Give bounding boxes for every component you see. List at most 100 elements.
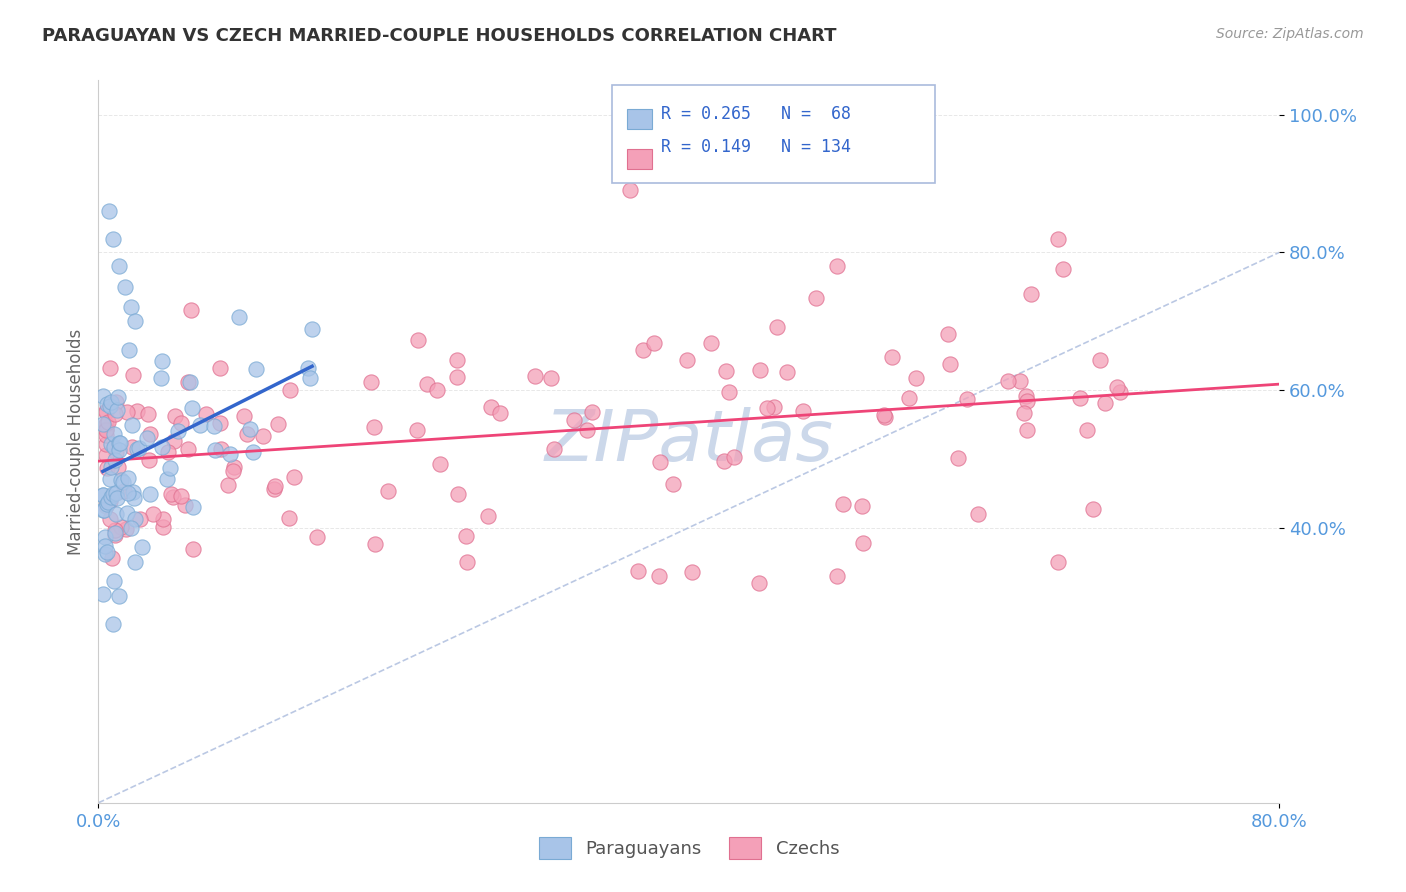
Point xyxy=(115,405,138,419)
Point xyxy=(98,472,121,486)
Point xyxy=(160,487,183,501)
Point xyxy=(426,384,449,398)
Point xyxy=(96,497,118,511)
Point xyxy=(643,336,665,351)
Point xyxy=(128,512,150,526)
Point xyxy=(162,490,184,504)
Point xyxy=(156,472,179,486)
Point xyxy=(948,451,970,466)
Point xyxy=(748,363,770,377)
Point xyxy=(152,512,174,526)
Point xyxy=(110,519,132,533)
Point xyxy=(170,416,193,430)
Point xyxy=(105,403,128,417)
Point xyxy=(110,473,132,487)
Point xyxy=(127,404,149,418)
Point xyxy=(121,418,143,433)
Text: ZIPatlas: ZIPatlas xyxy=(544,407,834,476)
Point xyxy=(181,500,204,514)
Point xyxy=(298,370,321,384)
Point xyxy=(477,508,499,523)
Point xyxy=(181,542,204,557)
Point xyxy=(107,459,129,474)
Point xyxy=(114,522,136,536)
Point xyxy=(94,421,117,435)
Point xyxy=(489,406,512,420)
Point xyxy=(204,443,226,458)
Point xyxy=(93,530,115,544)
Point xyxy=(277,511,299,525)
Point xyxy=(264,479,287,493)
Point xyxy=(1046,555,1070,569)
Point xyxy=(100,361,122,376)
Point xyxy=(98,512,121,526)
Point xyxy=(180,303,202,318)
Point xyxy=(100,437,122,451)
Point xyxy=(94,405,117,419)
Point xyxy=(1015,423,1038,437)
Point xyxy=(96,461,118,475)
Point xyxy=(792,404,814,418)
Point xyxy=(139,427,162,442)
Point xyxy=(105,491,128,505)
Point xyxy=(108,590,131,604)
Point xyxy=(94,428,117,442)
Point xyxy=(939,358,962,372)
Point xyxy=(851,499,873,513)
Text: R = 0.149   N = 134: R = 0.149 N = 134 xyxy=(661,138,851,156)
Point xyxy=(159,460,181,475)
Point xyxy=(301,322,323,336)
Point xyxy=(135,431,157,445)
Point xyxy=(873,408,896,422)
Point xyxy=(700,335,723,350)
Point xyxy=(776,365,799,379)
Point xyxy=(540,371,562,385)
Point xyxy=(138,453,160,467)
Point xyxy=(94,404,117,418)
Point xyxy=(446,370,468,384)
Point xyxy=(755,401,778,415)
Point xyxy=(1046,231,1070,245)
Point xyxy=(997,374,1019,388)
Point xyxy=(208,417,231,431)
Point xyxy=(457,555,479,569)
Point xyxy=(446,352,468,367)
Point xyxy=(165,409,187,423)
Point xyxy=(233,409,256,424)
Point xyxy=(650,455,672,469)
Point xyxy=(852,536,875,550)
Point xyxy=(1019,287,1042,301)
Point xyxy=(408,334,430,348)
Point xyxy=(100,459,122,474)
Point xyxy=(581,405,603,419)
Point xyxy=(91,502,114,516)
Point xyxy=(94,436,117,450)
Point xyxy=(96,545,118,559)
Point xyxy=(176,442,198,456)
Point xyxy=(94,500,117,514)
Point xyxy=(104,526,127,541)
Point xyxy=(111,475,134,490)
Point xyxy=(1014,389,1036,403)
Point xyxy=(1105,380,1128,394)
Point xyxy=(120,301,142,315)
Point xyxy=(91,389,114,403)
Point xyxy=(124,555,146,569)
Point xyxy=(880,351,903,365)
Point xyxy=(91,487,114,501)
Point xyxy=(661,477,683,491)
Point xyxy=(124,491,146,505)
Point xyxy=(619,183,641,197)
Point xyxy=(217,478,239,492)
Point xyxy=(236,426,259,441)
Point xyxy=(1094,396,1116,410)
Point xyxy=(956,392,979,406)
Point xyxy=(174,498,197,512)
Point xyxy=(825,259,848,273)
Point xyxy=(222,464,245,478)
Point xyxy=(267,417,290,432)
Text: PARAGUAYAN VS CZECH MARRIED-COUPLE HOUSEHOLDS CORRELATION CHART: PARAGUAYAN VS CZECH MARRIED-COUPLE HOUSE… xyxy=(42,27,837,45)
Point xyxy=(124,512,146,526)
Point xyxy=(104,394,127,409)
Point xyxy=(136,408,159,422)
